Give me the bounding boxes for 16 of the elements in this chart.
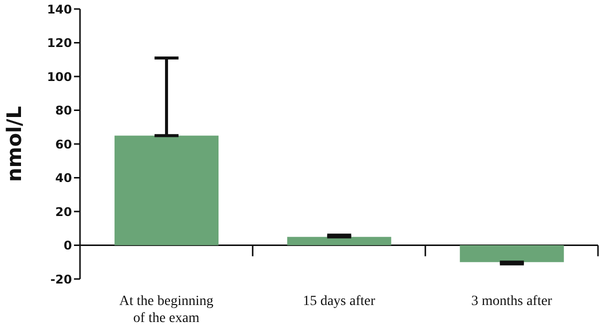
x-tick-label: At the beginning of the exam xyxy=(119,294,214,326)
bar xyxy=(460,245,564,262)
y-axis-title: nmol/L xyxy=(2,106,26,182)
y-tick-label: 60 xyxy=(55,137,72,152)
x-tick-label: 3 months after xyxy=(471,294,552,309)
y-tick-label: -20 xyxy=(50,272,72,286)
y-tick-label: 80 xyxy=(55,104,72,118)
y-tick-label: 20 xyxy=(55,204,72,219)
y-tick-label: 140 xyxy=(46,2,72,16)
y-tick-label: 0 xyxy=(64,238,72,253)
bar xyxy=(114,136,219,246)
y-tick-label: 120 xyxy=(46,36,72,50)
x-tick-label: 15 days after xyxy=(302,294,376,309)
y-tick-label: 40 xyxy=(55,171,72,186)
y-tick-label: 100 xyxy=(46,70,72,84)
bar xyxy=(287,236,392,246)
